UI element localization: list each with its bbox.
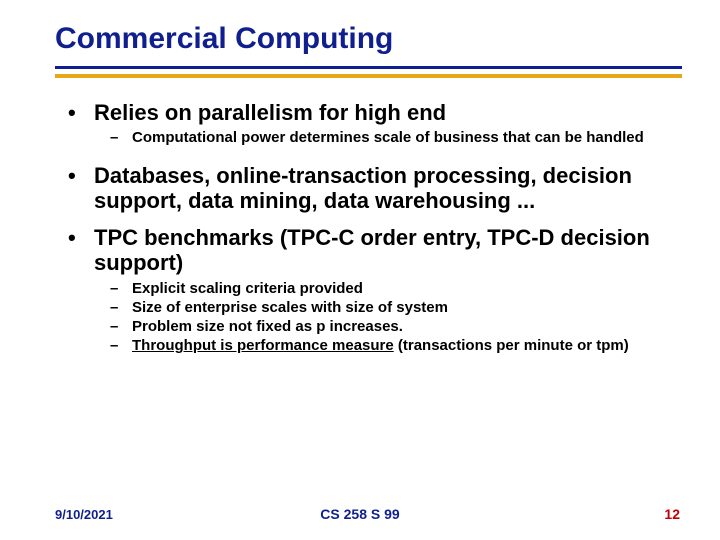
bullet-level2: – Computational power determines scale o… [110,129,680,146]
bullet-text: Explicit scaling criteria provided [132,280,680,297]
bullet-dash-icon: – [110,337,132,354]
slide-footer: 9/10/2021 CS 258 S 99 12 [0,502,720,522]
bullet-text: Problem size not fixed as p increases. [132,318,680,335]
bullet-text: Computational power determines scale of … [132,129,680,146]
bullet-level2: – Problem size not fixed as p increases. [110,318,680,335]
bullet-text: Relies on parallelism for high end [94,100,680,125]
bullet-level2: – Size of enterprise scales with size of… [110,299,680,316]
bullet-level2: – Explicit scaling criteria provided [110,280,680,297]
slide-body: • Relies on parallelism for high end – C… [68,100,680,480]
bullet-text-rest: (transactions per minute or tpm) [394,337,629,354]
bullet-dot-icon: • [68,225,94,276]
bullet-text: Throughput is performance measure (trans… [132,337,680,354]
slide-title: Commercial Computing [55,22,393,56]
bullet-text: TPC benchmarks (TPC-C order entry, TPC-D… [94,225,680,276]
bullet-level1: • TPC benchmarks (TPC-C order entry, TPC… [68,225,680,276]
bullet-dot-icon: • [68,163,94,214]
bullet-dash-icon: – [110,129,132,146]
bullet-text: Databases, online-transaction processing… [94,163,680,214]
bullet-level1: • Databases, online-transaction processi… [68,163,680,214]
bullet-level2: – Throughput is performance measure (tra… [110,337,680,354]
slide: Commercial Computing • Relies on paralle… [0,0,720,540]
footer-page-number: 12 [664,506,680,522]
title-rule-gold [55,74,682,78]
bullet-dot-icon: • [68,100,94,125]
bullet-text-underlined: Throughput is performance measure [132,337,394,354]
bullet-dash-icon: – [110,299,132,316]
footer-center: CS 258 S 99 [0,506,720,522]
title-rule-navy [55,66,682,69]
bullet-text: Size of enterprise scales with size of s… [132,299,680,316]
bullet-dash-icon: – [110,318,132,335]
bullet-dash-icon: – [110,280,132,297]
bullet-level1: • Relies on parallelism for high end [68,100,680,125]
